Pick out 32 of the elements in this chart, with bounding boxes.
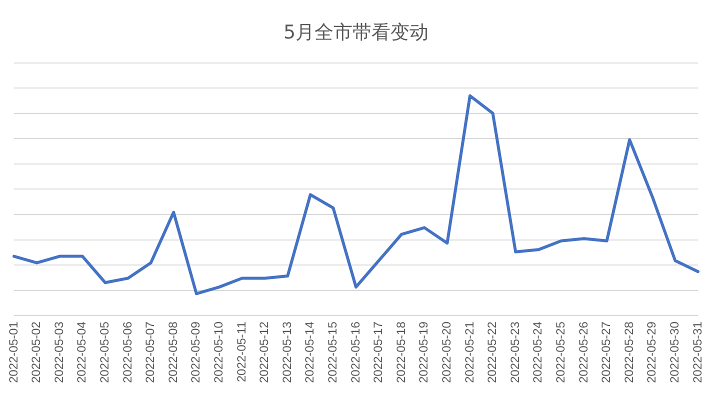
x-tick-label: 2022-05-17 [371, 321, 386, 384]
x-tick-label: 2022-05-11 [234, 321, 248, 382]
x-tick-label: 2022-05-05 [98, 321, 112, 384]
x-tick-label: 2022-05-08 [166, 321, 180, 384]
x-tick-label: 2022-05-25 [554, 321, 568, 384]
x-tick-label: 2022-05-23 [508, 321, 522, 384]
x-tick-label: 2022-05-10 [212, 321, 226, 384]
x-tick-label: 2022-05-16 [348, 321, 362, 384]
x-tick-label: 2022-05-31 [690, 321, 704, 384]
x-tick-label: 2022-05-19 [416, 321, 431, 384]
x-tick-label: 2022-05-15 [326, 321, 340, 384]
x-tick-label: 2022-05-27 [599, 321, 614, 384]
x-tick-label: 2022-05-03 [52, 321, 66, 384]
x-tick-label: 2022-05-20 [440, 321, 454, 384]
x-tick-label: 2022-05-01 [6, 321, 20, 384]
x-tick-label: 2022-05-06 [120, 321, 134, 384]
x-tick-label: 2022-05-22 [485, 321, 500, 384]
x-tick-label: 2022-05-12 [257, 321, 272, 384]
x-tick-label: 2022-05-07 [143, 321, 158, 384]
x-tick-label: 2022-05-29 [644, 321, 659, 384]
x-tick-label: 2022-05-13 [280, 321, 294, 384]
x-tick-label: 2022-05-02 [29, 321, 44, 384]
x-tick-label: 2022-05-14 [302, 321, 317, 384]
x-tick-label: 2022-05-26 [576, 321, 590, 384]
x-tick-label: 2022-05-30 [668, 321, 682, 384]
x-tick-label: 2022-05-18 [394, 321, 408, 384]
chart-title: 5月全市带看变动 [283, 21, 429, 44]
x-tick-label: 2022-05-09 [188, 321, 203, 384]
x-tick-label: 2022-05-28 [622, 321, 636, 384]
x-tick-label: 2022-05-04 [74, 321, 89, 384]
x-tick-label: 2022-05-24 [530, 321, 545, 384]
x-tick-label: 2022-05-21 [462, 321, 476, 384]
